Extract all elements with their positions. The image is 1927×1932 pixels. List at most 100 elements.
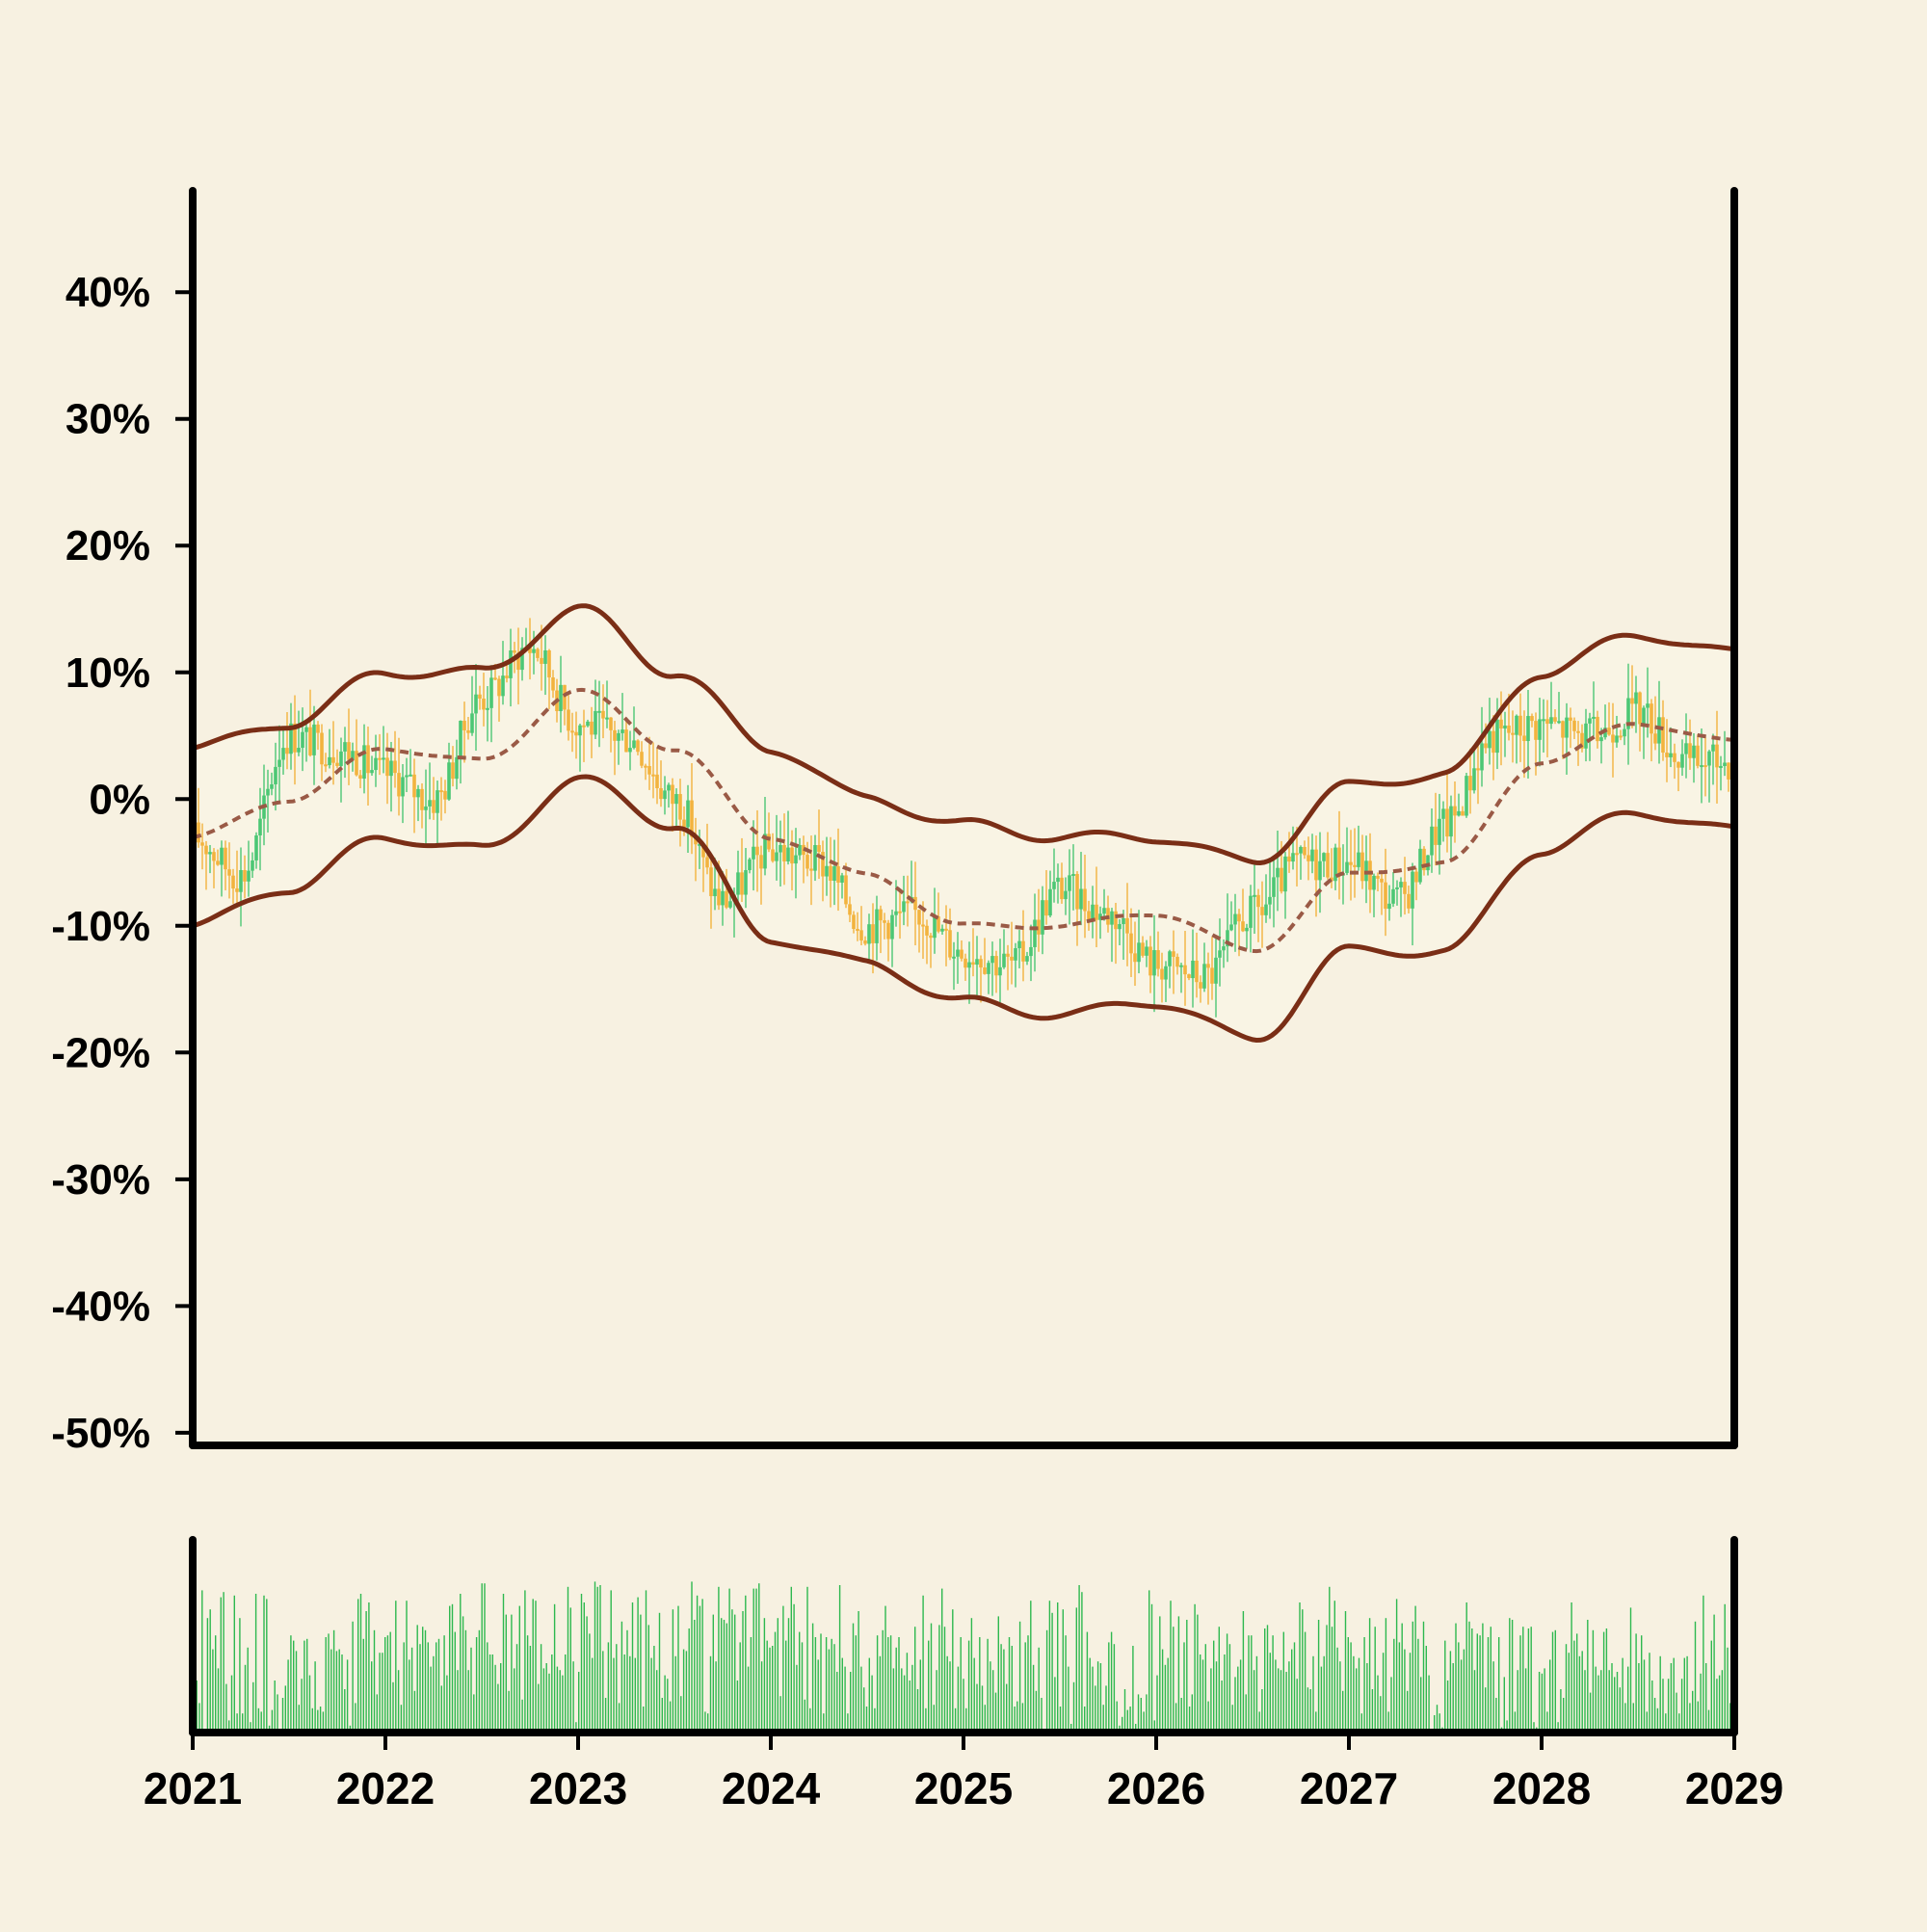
candle (1160, 952, 1164, 1003)
volume-bar (1255, 1655, 1258, 1733)
candle (455, 739, 459, 790)
candle (809, 835, 813, 906)
candle (285, 711, 289, 770)
volume-bar (1054, 1677, 1056, 1733)
volume-bar (739, 1642, 741, 1733)
volume-bar (1269, 1653, 1271, 1733)
candle (1260, 881, 1264, 948)
volume-bar (1170, 1601, 1172, 1733)
candle (859, 906, 863, 946)
candle (1522, 710, 1526, 779)
candle (563, 684, 567, 726)
candle (994, 950, 998, 993)
candle (432, 777, 436, 820)
candle (694, 817, 698, 882)
candle (239, 847, 243, 927)
volume-bar (1237, 1666, 1239, 1733)
volume-bar (1302, 1609, 1304, 1733)
volume-bar (344, 1689, 346, 1733)
candle (898, 891, 902, 940)
volume-bar (957, 1666, 960, 1733)
volume-bar (1075, 1607, 1077, 1733)
volume-bar (1670, 1663, 1673, 1733)
candle (1333, 843, 1337, 890)
x-tick-label: 2021 (144, 1763, 242, 1813)
volume-bar (462, 1616, 464, 1733)
volume-bar (1417, 1638, 1419, 1733)
candle (1222, 939, 1226, 968)
candle (1511, 710, 1515, 763)
candle (805, 841, 809, 877)
candle (1372, 873, 1376, 917)
candle (301, 707, 304, 772)
volume-bar (392, 1681, 394, 1733)
volume-bar (1651, 1681, 1653, 1733)
candle (224, 840, 227, 890)
candle (1526, 689, 1530, 779)
candle (1557, 692, 1561, 725)
candle (1657, 680, 1661, 764)
volume-bar (1116, 1701, 1118, 1733)
volume-bar (799, 1631, 801, 1733)
volume-bar (451, 1603, 454, 1733)
volume-bar (817, 1659, 819, 1733)
volume-bar (538, 1683, 540, 1733)
volume-bar (559, 1670, 561, 1733)
x-tick-label: 2024 (722, 1763, 821, 1813)
candle (424, 769, 428, 845)
volume-bar (1072, 1681, 1075, 1733)
volume-bar (787, 1618, 790, 1733)
volume-bar (328, 1633, 330, 1733)
candle (1399, 877, 1403, 917)
candle (956, 932, 960, 984)
volume-bar (1320, 1666, 1323, 1733)
candle (1060, 862, 1064, 904)
volume-bar (1495, 1698, 1497, 1733)
volume-bar (667, 1679, 669, 1733)
volume-bar (1215, 1661, 1218, 1733)
volume-bar (1729, 1703, 1731, 1733)
volume-bar (1288, 1661, 1290, 1733)
volume-bar (758, 1583, 760, 1733)
volume-bar (620, 1621, 623, 1733)
volume-bar (1096, 1661, 1099, 1733)
volume-bar (306, 1638, 308, 1733)
volume-bar (1692, 1690, 1694, 1733)
volume-bar (508, 1690, 510, 1733)
volume-bar (1683, 1657, 1685, 1733)
volume-bar (529, 1646, 532, 1733)
volume-bar (1317, 1620, 1320, 1733)
volume-bar (726, 1623, 727, 1733)
candle (1129, 908, 1133, 977)
candle (270, 772, 274, 796)
candle (690, 762, 694, 855)
candle (1218, 918, 1222, 987)
candle (297, 710, 301, 756)
volume-bar (963, 1679, 964, 1733)
volume-bar (1705, 1663, 1707, 1733)
candle (667, 782, 671, 808)
candle (1087, 900, 1091, 931)
volume-bar (1266, 1625, 1269, 1733)
volume-bar (1228, 1644, 1231, 1733)
volume-bar (892, 1668, 895, 1733)
middle-band-line (192, 687, 1735, 954)
candle (890, 909, 894, 967)
candle (1071, 844, 1075, 911)
candle (1318, 832, 1322, 913)
volume-bar (437, 1638, 440, 1733)
volume-bar (1393, 1638, 1395, 1733)
volume-bar (583, 1602, 585, 1733)
volume-bar (514, 1668, 515, 1733)
volume-bar (970, 1618, 973, 1733)
volume-bar (1030, 1601, 1032, 1733)
candle (1549, 681, 1553, 729)
volume-bar (976, 1683, 978, 1733)
volume-bar (820, 1633, 822, 1733)
candle (1653, 696, 1657, 751)
volume-bar (1557, 1722, 1559, 1733)
candle (1642, 705, 1646, 759)
volume-bar (1597, 1675, 1599, 1733)
candle (547, 648, 551, 710)
candle (1673, 743, 1676, 780)
